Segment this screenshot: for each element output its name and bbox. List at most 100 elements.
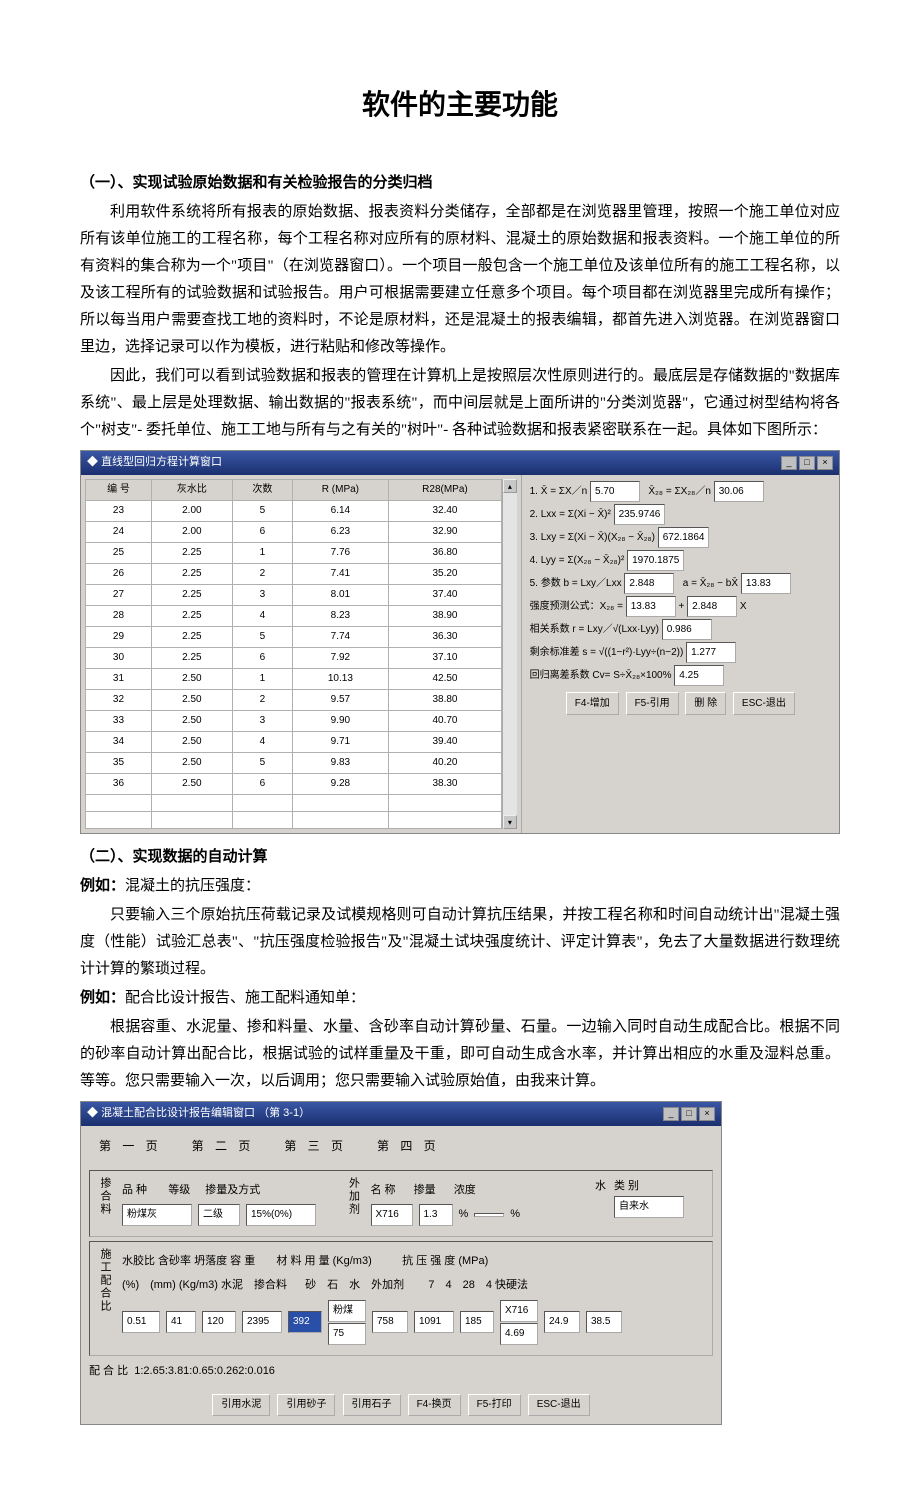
close-icon[interactable]: × bbox=[817, 456, 833, 470]
table-cell: 2.25 bbox=[151, 627, 232, 648]
table-row[interactable]: 302.2567.9237.10 bbox=[86, 648, 502, 669]
table-cell: 6 bbox=[232, 522, 292, 543]
scroll-up-icon[interactable]: ▴ bbox=[503, 479, 517, 493]
table-row[interactable]: 232.0056.1432.40 bbox=[86, 501, 502, 522]
table-row[interactable]: 322.5029.5738.80 bbox=[86, 690, 502, 711]
table-cell: 39.40 bbox=[388, 732, 501, 753]
table-row[interactable]: 332.5039.9040.70 bbox=[86, 711, 502, 732]
table-row[interactable]: 282.2548.2338.90 bbox=[86, 606, 502, 627]
btn-cement[interactable]: 引用水泥 bbox=[212, 1394, 270, 1416]
input-slump[interactable]: 120 bbox=[202, 1311, 236, 1333]
formula-8-label: 剩余标准差 s = √((1−r²)·Lyy÷(n−2)) bbox=[530, 647, 684, 658]
input-kind[interactable]: 粉煤灰 bbox=[122, 1204, 192, 1226]
section-2-heading: （二）、实现数据的自动计算 bbox=[80, 844, 840, 871]
tab-page-4[interactable]: 第 四 页 bbox=[377, 1136, 440, 1158]
formula-5b-label: a = X̄₂₈ − bX̄ bbox=[683, 578, 738, 589]
formula-4-label: 4. Lyy = Σ(X₂₈ − X̄₂₈)² bbox=[530, 555, 625, 566]
scroll-down-icon[interactable]: ▾ bbox=[503, 815, 517, 829]
table-cell: 35.20 bbox=[388, 564, 501, 585]
table-cell: 2.50 bbox=[151, 753, 232, 774]
ratio-label: 配 合 比 bbox=[89, 1365, 128, 1377]
page-title: 软件的主要功能 bbox=[80, 80, 840, 130]
input-add-conc[interactable] bbox=[474, 1213, 504, 1217]
input-shi[interactable]: 1091 bbox=[414, 1311, 454, 1333]
input-add-amount[interactable]: 1.3 bbox=[419, 1204, 453, 1226]
btn-esc-exit[interactable]: ESC-退出 bbox=[528, 1394, 590, 1416]
table-cell: 36 bbox=[86, 774, 152, 795]
input-mix2[interactable]: 75 bbox=[328, 1323, 366, 1345]
table-row[interactable]: 242.0066.2332.90 bbox=[86, 522, 502, 543]
table-row[interactable]: 352.5059.8340.20 bbox=[86, 753, 502, 774]
example-2-title: 配合比设计报告、施工配料通知单： bbox=[125, 990, 365, 1006]
table-cell: 2.00 bbox=[151, 501, 232, 522]
input-add-name[interactable]: X716 bbox=[371, 1204, 413, 1226]
hdr-amount: 掺量及方式 bbox=[205, 1181, 260, 1201]
table-row[interactable]: 342.5049.7139.40 bbox=[86, 732, 502, 753]
table-cell: 35 bbox=[86, 753, 152, 774]
mix-mat-label: 材 料 用 量 (Kg/m3) bbox=[276, 1252, 371, 1272]
table-row[interactable]: 312.50110.1342.50 bbox=[86, 669, 502, 690]
input-sha[interactable]: 758 bbox=[372, 1311, 408, 1333]
input-add2[interactable]: 4.69 bbox=[500, 1323, 538, 1345]
table-cell: 2.25 bbox=[151, 648, 232, 669]
input-cement[interactable]: 392 bbox=[288, 1311, 322, 1333]
tab-page-3[interactable]: 第 三 页 bbox=[284, 1136, 347, 1158]
table-cell: 37.10 bbox=[388, 648, 501, 669]
formula-9-value: 4.25 bbox=[674, 665, 724, 686]
table-cell: 2.25 bbox=[151, 564, 232, 585]
col-r28: R28(MPa) bbox=[388, 480, 501, 501]
table-cell: 4 bbox=[232, 732, 292, 753]
maximize-icon[interactable]: □ bbox=[681, 1107, 697, 1121]
esc-exit-button[interactable]: ESC-退出 bbox=[733, 692, 795, 715]
input-add1[interactable]: X716 bbox=[500, 1300, 538, 1322]
btn-f4-page[interactable]: F4-换页 bbox=[408, 1394, 461, 1416]
f5-quote-button[interactable]: F5-引用 bbox=[626, 692, 679, 715]
formula-7-label: 相关系数 r = Lxy／√(Lxx·Lyy) bbox=[530, 624, 659, 635]
minimize-icon[interactable]: _ bbox=[781, 456, 797, 470]
figure-1-title: 直线型回归方程计算窗口 bbox=[101, 456, 222, 468]
btn-stone[interactable]: 引用石子 bbox=[343, 1394, 401, 1416]
tab-page-2[interactable]: 第 二 页 bbox=[192, 1136, 255, 1158]
input-water[interactable]: 自来水 bbox=[614, 1196, 684, 1218]
side-label-admixture: 掺合料 bbox=[98, 1177, 114, 1216]
table-cell: 9.28 bbox=[292, 774, 388, 795]
btn-f5-print[interactable]: F5-打印 bbox=[468, 1394, 521, 1416]
input-shui[interactable]: 185 bbox=[460, 1311, 494, 1333]
table-row[interactable]: 272.2538.0137.40 bbox=[86, 585, 502, 606]
table-row[interactable]: 252.2517.7636.80 bbox=[86, 543, 502, 564]
table-cell: 2.00 bbox=[151, 522, 232, 543]
table-row[interactable]: 292.2557.7436.30 bbox=[86, 627, 502, 648]
input-grade[interactable]: 二级 bbox=[198, 1204, 240, 1226]
input-amount[interactable]: 15%(0%) bbox=[246, 1204, 316, 1226]
input-s2[interactable]: 38.5 bbox=[586, 1311, 622, 1333]
maximize-icon[interactable]: □ bbox=[799, 456, 815, 470]
table-row[interactable]: 262.2527.4135.20 bbox=[86, 564, 502, 585]
table-cell: 3 bbox=[232, 585, 292, 606]
figure-1-formulas: 1. X̄ = ΣX／n 5.70 X̄₂₈ = ΣX₂₈／n 30.06 2.… bbox=[521, 475, 839, 833]
mix-ratio-line: 配 合 比 1:2.65:3.81:0.65:0.262:0.016 bbox=[89, 1362, 713, 1382]
formula-5a-label: 5. 参数 b = Lxy／Lxx bbox=[530, 578, 622, 589]
table-cell: 8.01 bbox=[292, 585, 388, 606]
table-cell: 8.23 bbox=[292, 606, 388, 627]
input-s1[interactable]: 24.9 bbox=[544, 1311, 580, 1333]
example-2-label: 例如： bbox=[80, 990, 125, 1006]
input-sand[interactable]: 41 bbox=[166, 1311, 196, 1333]
btn-sand[interactable]: 引用砂子 bbox=[277, 1394, 335, 1416]
example-1-label: 例如： bbox=[80, 878, 125, 894]
input-wc[interactable]: 0.51 bbox=[122, 1311, 160, 1333]
table-cell: 7.74 bbox=[292, 627, 388, 648]
input-dens[interactable]: 2395 bbox=[242, 1311, 282, 1333]
col-times: 次数 bbox=[232, 480, 292, 501]
table-scrollbar[interactable]: ▴ ▾ bbox=[502, 479, 517, 829]
input-mix1[interactable]: 粉煤 bbox=[328, 1300, 366, 1322]
close-icon[interactable]: × bbox=[699, 1107, 715, 1121]
f4-add-button[interactable]: F4-增加 bbox=[566, 692, 619, 715]
table-row[interactable]: 362.5069.2838.30 bbox=[86, 774, 502, 795]
table-cell: 36.80 bbox=[388, 543, 501, 564]
minimize-icon[interactable]: _ bbox=[663, 1107, 679, 1121]
tab-page-1[interactable]: 第 一 页 bbox=[99, 1136, 162, 1158]
col-id: 编 号 bbox=[86, 480, 152, 501]
delete-button[interactable]: 删 除 bbox=[685, 692, 726, 715]
table-cell: 42.50 bbox=[388, 669, 501, 690]
formula-6-plus: + bbox=[679, 601, 685, 612]
